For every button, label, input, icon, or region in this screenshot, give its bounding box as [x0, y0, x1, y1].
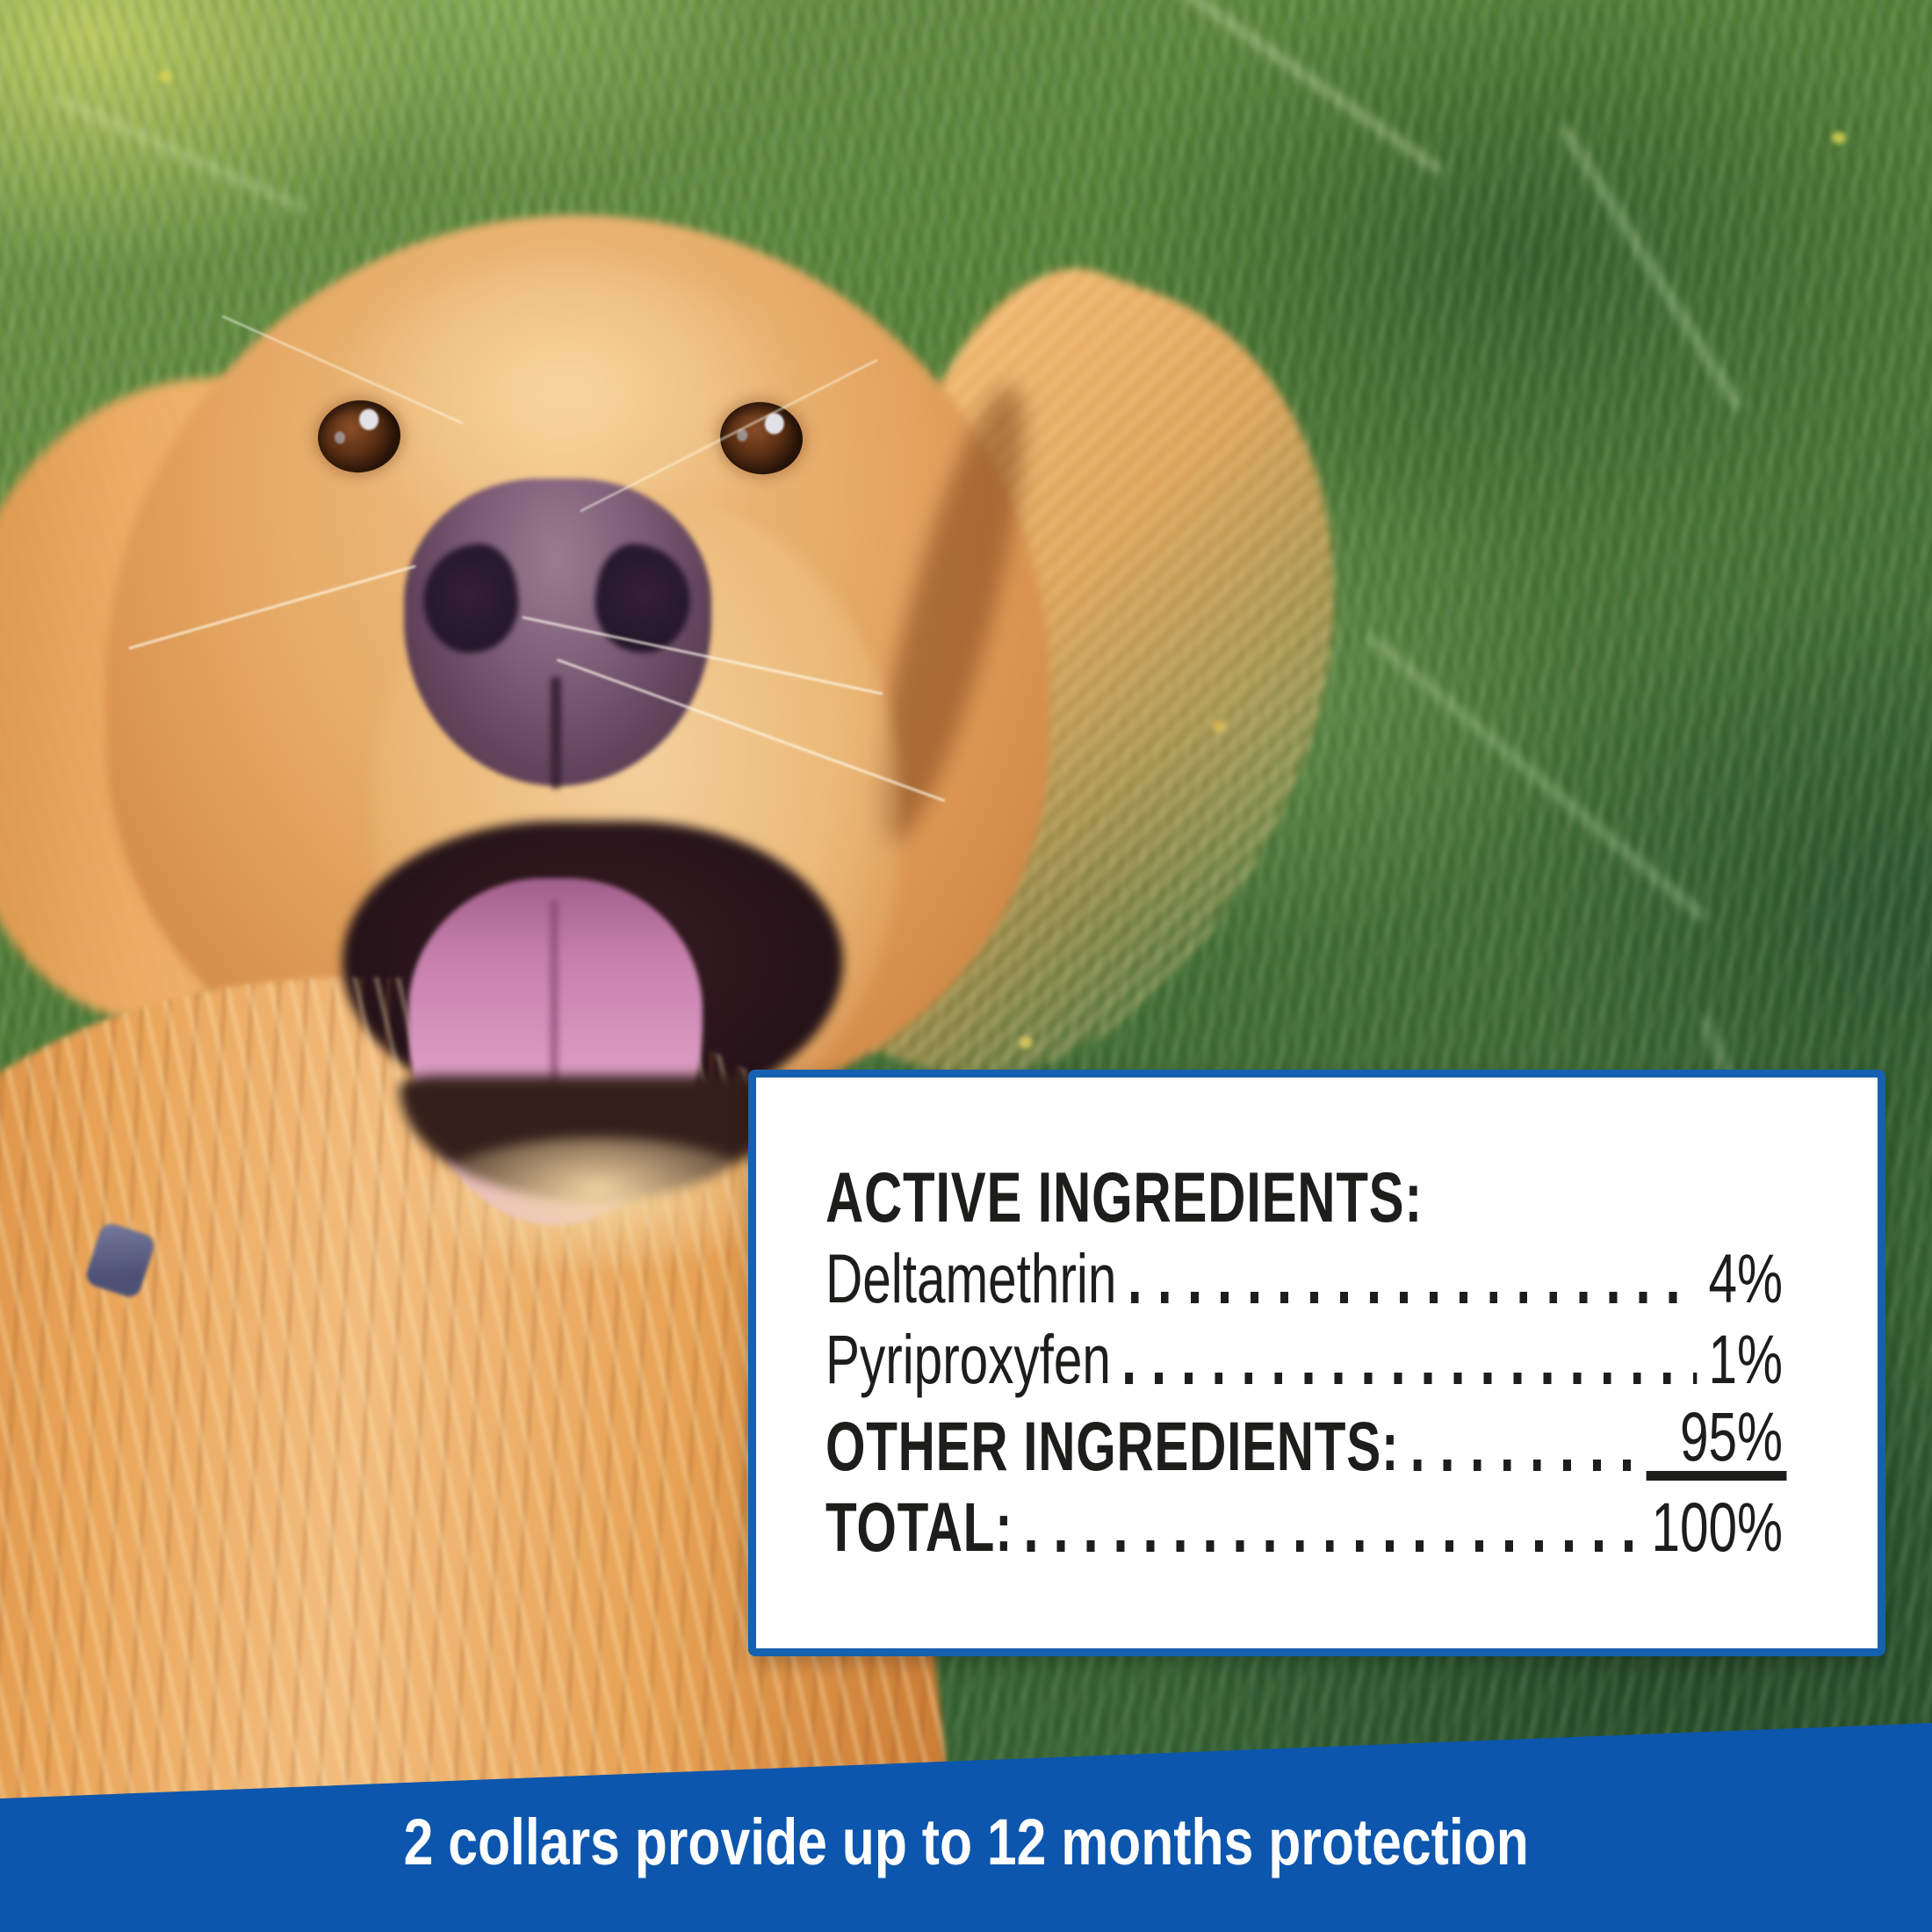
ingredient-label: Pyriproxyfen [825, 1320, 1111, 1398]
dog-chin [417, 1137, 777, 1269]
dog-nostril [416, 539, 525, 659]
ingredient-label: TOTAL: [825, 1488, 1013, 1566]
banner-text-label: 2 collars provide up to 12 months protec… [403, 1806, 1529, 1878]
ingredient-value: 100% [1651, 1488, 1784, 1566]
grass-flower [158, 70, 172, 83]
ingredients-heading: ACTIVE INGREDIENTS: [825, 1158, 1424, 1237]
dog-nose [404, 479, 711, 789]
ingredient-row-deltamethrin: Deltamethrin 4% [825, 1244, 1783, 1313]
ingredients-heading-row: ACTIVE INGREDIENTS: [825, 1163, 1783, 1234]
eye-glint [334, 430, 346, 444]
ingredient-value: 1% [1708, 1320, 1784, 1398]
ingredient-label: Deltamethrin [825, 1239, 1117, 1317]
dot-leader [1130, 1292, 1698, 1303]
ingredient-row-other: OTHER INGREDIENTS: 95% [825, 1402, 1787, 1485]
ingredients-panel: ACTIVE INGREDIENTS: Deltamethrin 4% Pyri… [748, 1070, 1885, 1656]
dot-leader [1413, 1460, 1635, 1471]
ingredient-value: 4% [1708, 1239, 1784, 1317]
ingredients-panel-content: ACTIVE INGREDIENTS: Deltamethrin 4% Pyri… [825, 1163, 1787, 1561]
tongue-crease [549, 898, 559, 1198]
ingredient-row-pyriproxyfen: Pyriproxyfen 1% [825, 1324, 1783, 1394]
eye-glint [357, 408, 380, 432]
ingredient-row-total: TOTAL: 100% [825, 1492, 1783, 1561]
ingredient-label: OTHER INGREDIENTS: [825, 1407, 1400, 1485]
grass-flower [1832, 132, 1846, 144]
dot-leader [1125, 1373, 1698, 1384]
dog-nose-philtrum [551, 676, 561, 789]
ingredient-value: 95% [1646, 1402, 1787, 1481]
protection-banner-text: 2 collars provide up to 12 months protec… [0, 1810, 1932, 1875]
dot-leader [1027, 1540, 1640, 1552]
